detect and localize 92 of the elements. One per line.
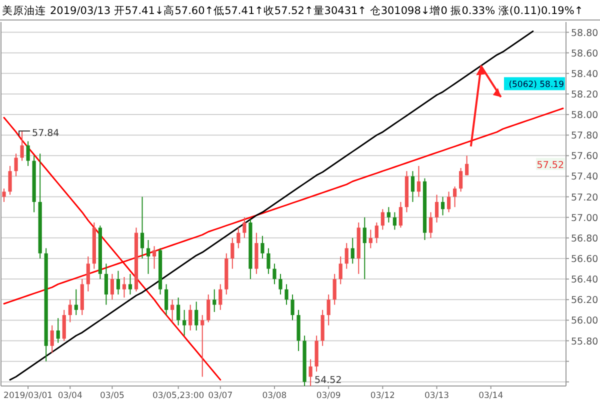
candlestick: [194, 301, 198, 331]
y-tick-label: 56.60: [571, 254, 598, 265]
y-tick-label: 57.60: [571, 151, 598, 162]
y-tick-label: 57.80: [571, 130, 598, 142]
candlestick: [68, 299, 72, 323]
candlestick: [200, 314, 204, 378]
candlestick: [230, 237, 234, 270]
y-tick-label: 57.00: [571, 212, 598, 224]
x-tick-label: 2019/03/01: [4, 391, 53, 400]
candlestick: [380, 208, 384, 230]
candlestick: [110, 273, 114, 300]
candlestick: [416, 165, 421, 198]
candlestick: [374, 222, 378, 244]
y-tick-label: 57.40: [571, 172, 598, 183]
candlestick: [218, 284, 222, 310]
candlestick: [284, 284, 288, 306]
annotation: 57.52: [536, 160, 564, 171]
candlestick: [206, 294, 210, 323]
candlestick: [86, 256, 90, 292]
x-tick-label: 03/13: [424, 391, 450, 400]
candlestick: [326, 294, 330, 326]
candlestick: [2, 188, 6, 202]
y-tick-label: 57.20: [571, 192, 598, 204]
candlestick: [62, 309, 66, 342]
candlestick: [266, 248, 270, 274]
candlestick: [74, 288, 78, 316]
candlestick: [14, 153, 18, 177]
candlestick: [308, 358, 312, 386]
candlestick: [459, 168, 463, 192]
chart-title: 美原油连: [2, 4, 46, 17]
y-tick-label: 55.80: [571, 336, 598, 348]
annotation: 57.84: [32, 128, 60, 139]
candlestick: [446, 191, 451, 213]
candlestick: [410, 170, 415, 202]
candlestick: [188, 304, 192, 331]
candlestick: [260, 235, 264, 259]
y-tick-label: 58.80: [571, 28, 598, 39]
y-tick-label: 56.20: [571, 295, 598, 306]
candlestick: [344, 242, 348, 270]
candlestick: [212, 288, 216, 312]
x-tick-label: 03/07: [208, 391, 233, 400]
candlestick: [290, 294, 294, 321]
candlestick: [182, 309, 186, 336]
annotation: (5062) 58.19: [508, 80, 564, 90]
x-tick-label: 03/05: [100, 391, 124, 400]
x-tick-label: 03/12: [370, 391, 395, 400]
candlestick: [392, 212, 396, 230]
annotation: 54.52: [314, 375, 342, 386]
candlestick: [116, 270, 120, 295]
candlestick: [386, 206, 390, 224]
x-tick-label: 03/09: [316, 391, 341, 400]
candlestick: [20, 130, 24, 162]
y-tick-label: 58.60: [571, 48, 598, 60]
candlestick: [272, 263, 276, 285]
candlestick: [26, 140, 30, 166]
candlestick: [56, 318, 60, 344]
candlestick: [50, 324, 54, 354]
candlestick: [170, 299, 174, 323]
candlestick: [368, 229, 372, 249]
candlestick: [152, 246, 156, 270]
x-tick-label: 03/08: [262, 391, 287, 400]
y-tick-label: 56.80: [571, 233, 598, 244]
y-tick-label: 58.00: [571, 110, 598, 122]
candlestick: [453, 186, 457, 208]
y-tick-label: 58.40: [571, 68, 598, 80]
candlestick: [164, 284, 168, 316]
candlestick: [8, 165, 12, 196]
candlestick: [434, 194, 439, 224]
x-tick-label: 03/14: [478, 391, 504, 400]
candlestick: [236, 227, 240, 249]
candlestick: [128, 273, 132, 295]
candlestick: [362, 216, 366, 280]
candlestick: [176, 297, 180, 326]
candlestick: [104, 263, 108, 306]
candlestick: [278, 273, 282, 295]
candlestick: [242, 216, 246, 238]
y-tick-label: 56.00: [571, 316, 598, 327]
candlestick: [428, 212, 433, 238]
candlestick: [350, 237, 354, 264]
candlestick: [332, 273, 336, 306]
candlestick: [146, 239, 150, 274]
candlestick: [140, 196, 144, 259]
candlestick: [440, 196, 445, 216]
candlestick: [122, 276, 126, 298]
candlestick: [398, 201, 403, 228]
candlestick: [465, 155, 469, 176]
y-tick-label: 58.20: [571, 89, 598, 100]
x-tick-label: 03/05,23:00: [152, 391, 204, 400]
x-tick-label: 03/04: [58, 391, 82, 400]
chart-subtitle: 2019/03/13 开57.41↓高57.60↑低57.41↑收57.52↑量30431↑ 仓301098↓增0 振0.33% 涨(0.11)0.19%↑: [50, 4, 584, 17]
y-tick-label: 56.40: [571, 274, 598, 286]
candlestick: [338, 256, 342, 285]
